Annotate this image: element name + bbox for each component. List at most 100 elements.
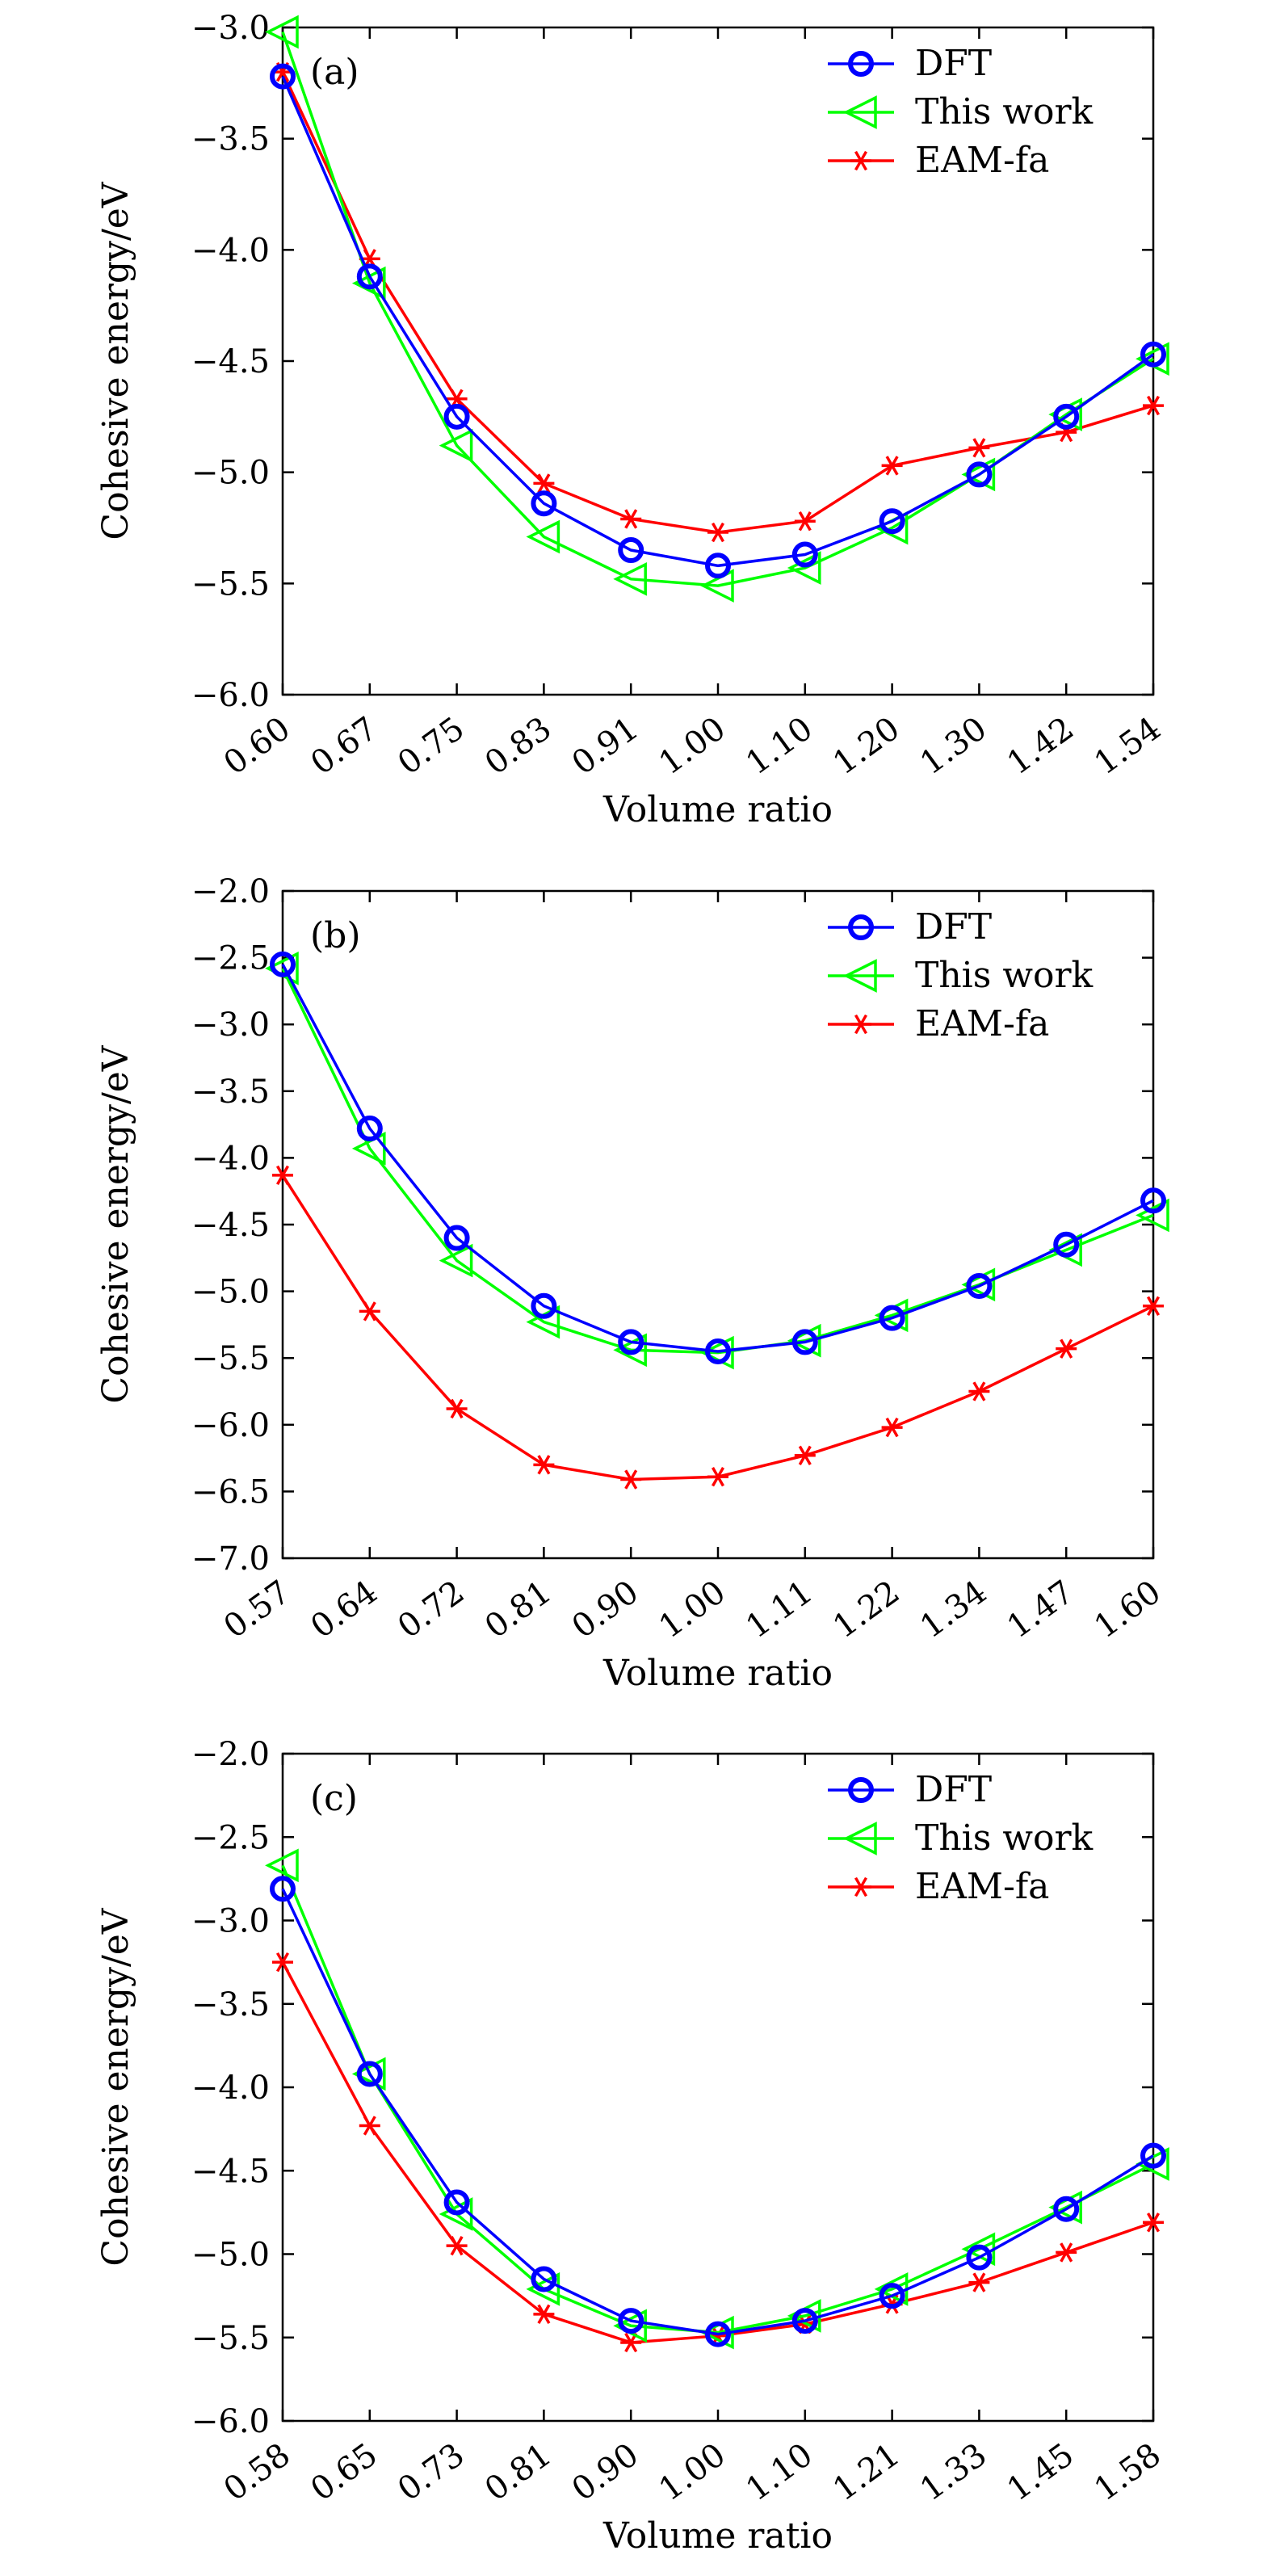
data-point <box>526 519 560 554</box>
legend: DFT This work EAM-fa <box>828 43 1094 181</box>
x-tick-label: 1.22 <box>826 1574 906 1646</box>
series-this-work <box>265 1848 1169 2350</box>
data-point <box>879 2283 905 2309</box>
data-point <box>531 2266 557 2292</box>
x-tick-label: 0.67 <box>304 710 384 783</box>
data-point <box>272 1165 293 1186</box>
data-point <box>968 1381 990 1401</box>
data-point <box>272 1952 293 1973</box>
data-point <box>879 1305 905 1331</box>
y-axis-label: Cohesive energy/eV <box>95 1044 136 1403</box>
x-tick-label: 1.33 <box>913 2436 993 2509</box>
legend-label: This work <box>915 1817 1094 1859</box>
legend-marker <box>843 1822 877 1855</box>
x-tick-label: 0.91 <box>565 710 645 783</box>
data-point <box>1143 2213 1164 2233</box>
y-axis-label: Cohesive energy/eV <box>95 181 136 540</box>
y-tick-label: −4.0 <box>191 232 270 269</box>
data-point <box>265 1848 299 1883</box>
data-point <box>707 1467 728 1487</box>
legend: DFT This work EAM-fa <box>828 906 1094 1044</box>
data-point <box>968 2272 990 2292</box>
data-point <box>356 1116 383 1142</box>
y-tick-label: −6.5 <box>191 1473 270 1511</box>
legend-marker <box>843 959 877 993</box>
data-point <box>620 509 642 529</box>
legend-marker <box>850 1014 871 1035</box>
x-tick-label: 1.47 <box>1001 1574 1081 1646</box>
data-point <box>794 511 816 532</box>
data-point <box>531 490 557 517</box>
data-point <box>443 2189 470 2216</box>
x-tick-label: 1.10 <box>740 710 820 783</box>
data-point <box>787 551 821 585</box>
x-tick-label: 0.83 <box>478 710 558 783</box>
legend-marker <box>850 150 871 171</box>
y-tick-label: −4.0 <box>191 1140 270 1177</box>
series-dft <box>270 951 1166 1364</box>
data-point <box>966 1272 993 1299</box>
series-line <box>281 1961 1154 2344</box>
data-point <box>705 2321 731 2347</box>
data-point <box>439 1243 473 1278</box>
y-tick-label: −6.0 <box>191 1407 270 1444</box>
data-point <box>791 541 818 568</box>
series-dft <box>270 63 1166 579</box>
series-dft <box>270 1876 1166 2347</box>
x-tick-label: 0.81 <box>478 1574 558 1646</box>
series-line <box>281 75 1155 568</box>
data-point <box>533 473 555 494</box>
data-point <box>707 522 728 543</box>
data-point <box>881 456 903 476</box>
data-point <box>1140 341 1166 368</box>
x-axis-label: Volume ratio <box>602 789 833 830</box>
panel-label: (a) <box>310 52 359 93</box>
data-point <box>620 1469 642 1490</box>
legend-marker <box>848 51 874 77</box>
x-tick-label: 0.75 <box>391 710 471 783</box>
data-point <box>618 2308 644 2334</box>
data-point <box>881 1417 903 1438</box>
x-tick-label: 1.10 <box>740 2436 820 2509</box>
y-tick-label: −2.0 <box>191 1736 270 1773</box>
data-point <box>359 1301 380 1322</box>
data-point <box>966 2244 993 2271</box>
chart-panel-0: −3.0 −3.5 −4.0 −4.5 −5.0 −5.5 −6.00.60 0.67 0.75… <box>95 10 1169 830</box>
x-tick-label: 1.30 <box>913 710 993 783</box>
data-point <box>446 2235 468 2256</box>
data-point <box>1053 403 1080 430</box>
data-point <box>618 537 644 564</box>
x-tick-label: 1.00 <box>653 1574 733 1646</box>
data-point <box>533 2304 555 2325</box>
data-point <box>1056 1338 1077 1359</box>
y-tick-label: −3.5 <box>191 121 270 158</box>
y-tick-label: −5.0 <box>191 2237 270 2274</box>
y-axis-label: Cohesive energy/eV <box>95 1907 136 2266</box>
x-tick-label: 1.34 <box>913 1574 993 1646</box>
y-tick-label: −5.0 <box>191 455 270 492</box>
x-tick-label: 1.54 <box>1088 710 1168 783</box>
x-tick-label: 1.21 <box>826 2436 906 2509</box>
data-point <box>1053 1231 1080 1258</box>
y-tick-label: −2.5 <box>191 1819 270 1856</box>
legend-marker <box>848 1777 874 1803</box>
y-tick-label: −2.0 <box>191 873 270 910</box>
legend-label: This work <box>915 955 1094 996</box>
y-tick-label: −4.5 <box>191 343 270 380</box>
data-point <box>794 1445 816 1465</box>
x-tick-label: 1.45 <box>1001 2436 1081 2509</box>
data-point <box>531 1292 557 1319</box>
y-tick-label: −5.0 <box>191 1274 270 1311</box>
data-point <box>351 2057 386 2091</box>
legend: DFT This work EAM-fa <box>828 1769 1094 1907</box>
y-tick-label: −3.0 <box>191 1006 270 1044</box>
data-point <box>1136 1198 1169 1233</box>
data-point <box>1053 2196 1080 2222</box>
data-point <box>1140 2142 1166 2169</box>
series-eam-fa <box>272 61 1164 543</box>
legend-marker <box>843 95 877 129</box>
series-eam-fa <box>272 1952 1164 2353</box>
data-point <box>533 1455 555 1475</box>
x-tick-label: 1.42 <box>1001 710 1081 783</box>
data-point <box>446 1398 468 1419</box>
